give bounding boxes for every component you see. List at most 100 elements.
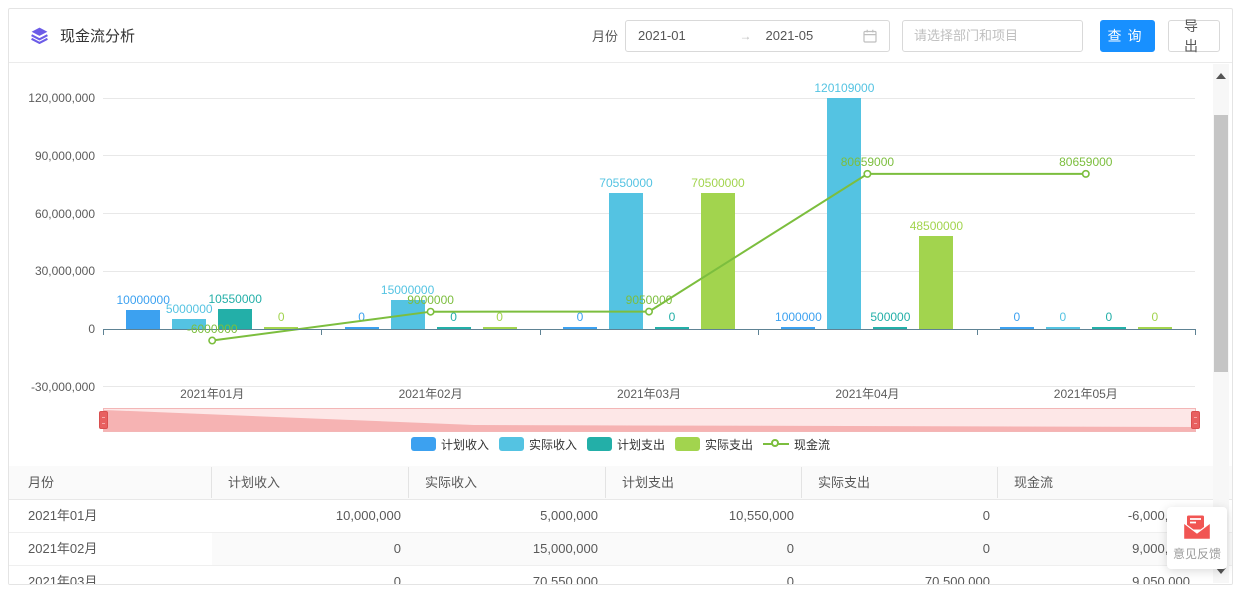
table-cell: 10,550,000 (728, 508, 794, 523)
y-axis-tick-label: 90,000,000 (34, 148, 95, 163)
table-row: 2021年02月 0 15,000,000 0 0 9,000,000 (9, 533, 1232, 566)
table-header-cell: 实际支出 (802, 466, 998, 499)
table-header-cell: 实际收入 (409, 466, 606, 499)
legend-swatch (498, 437, 524, 451)
month-filter-label: 月份 (591, 29, 618, 44)
legend-circle (771, 439, 780, 447)
app-header: 现金流分析 月份 2021-01 → 2021-05 查询 导出 (9, 9, 1232, 63)
bar-label: 0 (496, 310, 503, 324)
arrow-up-icon (1216, 73, 1226, 79)
bar-实际收入-2021年03月[interactable] (609, 193, 643, 329)
legend-label: 实际收入 (528, 437, 577, 452)
legend-label: 实际支出 (705, 437, 754, 452)
scrollbar-thumb[interactable] (1214, 115, 1228, 372)
query-button[interactable]: 查询 (1100, 19, 1155, 52)
layers-icon (30, 26, 49, 45)
table-header-cell: 现金流 (1014, 475, 1054, 490)
table-cell: 70,550,000 (532, 574, 598, 585)
bar-计划收入-2021年01月[interactable] (126, 310, 161, 329)
bar-实际支出-2021年05月[interactable] (1137, 327, 1172, 329)
line-label: 9000000 (407, 292, 454, 307)
bar-label: 70500000 (691, 176, 745, 190)
table-header-cell: 计划收入 (212, 466, 409, 499)
bar-实际支出-2021年04月[interactable] (919, 236, 954, 329)
line-point[interactable] (208, 336, 217, 345)
bar-实际收入-2021年01月[interactable] (172, 319, 207, 329)
y-axis-tick-label: 60,000,000 (34, 206, 95, 221)
legend-item-计划支出[interactable]: 计划支出 (586, 436, 665, 453)
gridline (103, 97, 1195, 99)
y-axis-tick-label: -30,000,000 (30, 379, 95, 394)
legend-swatch (586, 437, 612, 451)
date-range-arrow-icon: → (739, 28, 752, 43)
vertical-scrollbar[interactable] (1213, 64, 1229, 583)
datazoom-slider[interactable] (99, 408, 1200, 432)
table-cell: 0 (982, 508, 990, 523)
line-point[interactable] (1081, 169, 1090, 178)
arrow-down-icon (1216, 568, 1226, 574)
x-axis-tick (321, 330, 323, 335)
table-cell: 70,500,000 (924, 574, 990, 585)
datazoom-handle-right[interactable] (1191, 411, 1200, 429)
bar-label: 70550000 (599, 176, 653, 190)
table-cell: 9,050,000 (1132, 574, 1190, 585)
bar-label: 5000000 (165, 302, 213, 316)
x-axis-label: 2021年02月 (398, 387, 463, 401)
legend-line-marker (763, 437, 790, 451)
x-axis-tick (758, 330, 760, 335)
legend-item-现金流[interactable]: 现金流 (763, 436, 830, 453)
feedback-label: 意见反馈 (1172, 546, 1221, 561)
table-cell: 0 (786, 574, 794, 585)
table-body: 2021年01月 10,000,000 5,000,000 10,550,000 0 -6… (9, 500, 1232, 585)
bar-实际支出-2021年03月[interactable] (701, 193, 735, 329)
bar-实际收入-2021年04月[interactable] (827, 98, 862, 329)
bar-label: 0 (1151, 310, 1159, 324)
table-cell: 0 (393, 574, 401, 585)
table-cell: 10,000,000 (335, 508, 401, 523)
table-header-cell: 月份 (9, 466, 212, 499)
calendar-icon[interactable] (863, 29, 877, 43)
date-range-picker[interactable]: 2021-01 → 2021-05 (625, 19, 890, 52)
scroll-down-button[interactable] (1213, 563, 1229, 579)
envelope-icon (1183, 515, 1211, 540)
x-axis-label: 2021年03月 (616, 387, 682, 401)
legend-item-计划收入[interactable]: 计划收入 (410, 436, 489, 453)
legend-item-实际收入[interactable]: 实际收入 (498, 436, 577, 453)
chart-region: 120,000,000 90,000,000 60,000,000 30,000,00… (9, 63, 1232, 466)
data-table: 月份 计划收入 实际收入 计划支出 实际支出 现金流 2021年01月 10,000,000… (9, 466, 1232, 585)
legend-label: 计划支出 (616, 437, 665, 452)
line-label: 80659000 (1059, 154, 1113, 169)
gridline (103, 270, 1195, 272)
bar-计划支出-2021年05月[interactable] (1091, 327, 1126, 329)
gridline (103, 155, 1195, 157)
line-point[interactable] (863, 169, 872, 178)
export-button[interactable]: 导出 (1168, 18, 1220, 54)
table-header-row: 月份 计划收入 实际收入 计划支出 实际支出 现金流 (9, 466, 1232, 500)
x-axis-label: 2021年05月 (1053, 387, 1118, 401)
legend-label: 计划收入 (440, 437, 489, 452)
datazoom-handle-left[interactable] (99, 411, 108, 429)
date-end-value: 2021-05 (765, 28, 814, 43)
scroll-up-button[interactable] (1213, 68, 1229, 84)
y-axis-tick-label: 0 (88, 322, 95, 336)
line-label: -6000000 (186, 321, 238, 336)
y-axis-tick-label: 120,000,000 (28, 91, 95, 106)
table-cell: 2021年01月 (28, 508, 98, 523)
table-row: 2021年03月 0 70,550,000 0 70,500,000 9,050,000 (9, 566, 1232, 585)
page-title: 现金流分析 (60, 28, 136, 45)
bar-label: 0 (1105, 310, 1113, 324)
table-row: 2021年01月 10,000,000 5,000,000 10,550,000 0 -6… (9, 500, 1232, 533)
feedback-widget[interactable]: 意见反馈 (1167, 507, 1227, 569)
dept-project-select-input[interactable] (902, 19, 1083, 52)
page-card: 现金流分析 月份 2021-01 → 2021-05 查询 导出 120,000… (8, 8, 1233, 585)
legend-swatch (675, 437, 700, 451)
gridline (103, 213, 1195, 215)
legend-item-实际支出[interactable]: 实际支出 (675, 436, 753, 453)
x-axis-tick (1195, 330, 1196, 335)
bar-label: 120109000 (814, 81, 875, 95)
table-cell: 0 (802, 533, 998, 565)
legend-label: 现金流 (794, 437, 831, 452)
table-cell: 0 (212, 533, 409, 565)
line-label: 80659000 (840, 154, 895, 169)
bar-label: 48500000 (909, 219, 964, 233)
